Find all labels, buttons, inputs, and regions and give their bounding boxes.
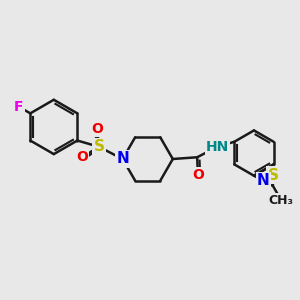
Text: HN: HN	[206, 140, 229, 154]
Text: CH₃: CH₃	[269, 194, 294, 207]
Text: N: N	[257, 173, 270, 188]
Text: S: S	[268, 168, 279, 183]
Text: O: O	[91, 122, 103, 136]
Text: S: S	[93, 139, 104, 154]
Text: O: O	[76, 150, 88, 164]
Text: F: F	[14, 100, 24, 114]
Text: O: O	[192, 168, 204, 182]
Text: N: N	[116, 152, 129, 166]
